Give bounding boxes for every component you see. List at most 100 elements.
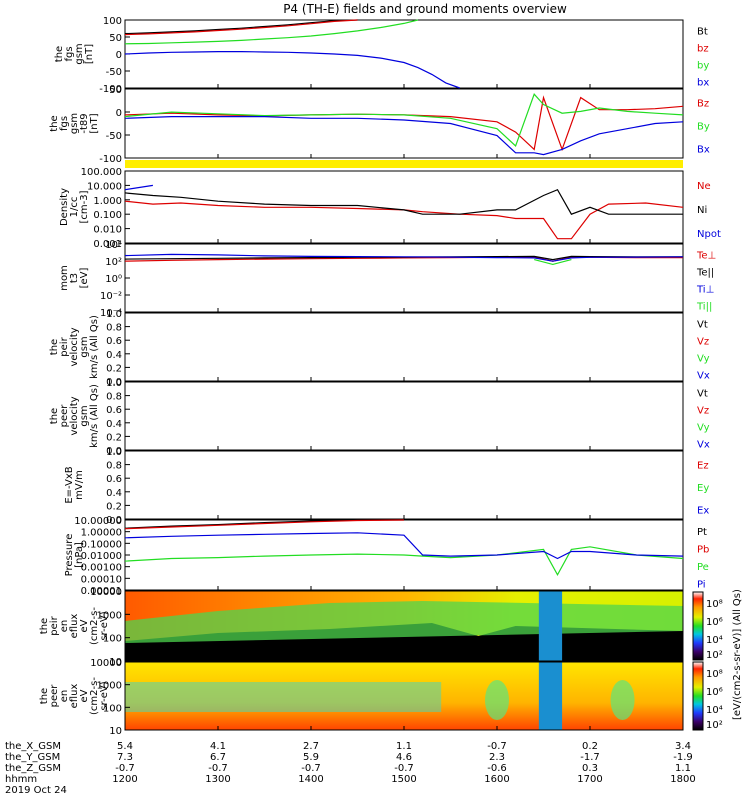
legend-Te⊥: Te⊥ [696,251,716,262]
ytick-label: 0.010 [93,225,122,236]
ytick-label: 100 [103,703,122,714]
xrow-value: 5.9 [303,752,319,763]
xrow-value: -0.7 [115,763,135,774]
spectrogram-blob-2 [610,680,635,720]
ytick-label: 100 [103,634,122,645]
ylabel-efield: E=-VxBmV/m [64,466,85,503]
xrow-value: -1.7 [580,752,600,763]
xrow-value: 4.1 [210,741,226,752]
ytick-label: -100 [99,154,122,165]
legend-Bx: Bx [697,145,710,156]
ytick-label: 0.8 [106,323,122,334]
ytick-label: 10⁰ [105,274,122,285]
ytick-label: 0 [116,50,122,61]
ylabel-peer-spectrogram: thepeerenefluxeV(cm2-s-sr-eV) [39,677,110,715]
legend-Npot: Npot [697,229,721,240]
xrow-name-the_Y_GSM: the_Y_GSM [5,752,60,763]
legend-Pe: Pe [697,562,709,573]
ytick-label: -50 [106,131,122,142]
legend-Ez: Ez [697,460,709,471]
xrow-value: 0.2 [582,741,598,752]
ytick-label: 10000 [90,587,122,598]
legend-Ti⊥: Ti⊥ [696,285,714,296]
xrow-value: 3.4 [675,741,691,752]
panel-frame [124,170,684,244]
ylabel-pressure: Pressure[nPa] [64,534,85,577]
ylabel-density: Density1/cc[cm-3] [59,188,90,226]
ytick-label: 1000 [97,610,122,621]
legend-Vt: Vt [697,389,708,400]
legend-Vy: Vy [697,423,710,434]
ytick-label: 1.0 [106,378,122,389]
series-bx [124,51,461,89]
spectrogram-cyan-band [125,682,442,712]
xrow-value: -0.7 [394,763,414,774]
ytick-label: 0.4 [106,419,122,430]
xrow-value: 1300 [205,774,230,785]
panel-efield: 1.0 0.8 0.6 0.4 0.2 0.0 E=-VxBmV/m Ez Ey Ex [64,447,709,526]
xrow-value: 2.7 [303,741,319,752]
legend-Pi: Pi [697,579,706,590]
spectrogram-gap [538,662,563,730]
panel-peer-velocity: 1.0 0.8 0.6 0.4 0.2 0.0 thepeervelocitygsmkm/s… [49,378,710,457]
panel-frame [124,88,684,159]
cbar-tick-1: 10⁸ [706,599,723,610]
legend-By: By [697,122,710,133]
cbar-tick-2: 10⁶ [706,617,723,628]
ytick-label: -100 [99,84,122,95]
spectrogram-blob-1 [485,680,509,720]
series-Ti|| [534,259,572,266]
ytick-label: 0.2 [106,501,122,512]
legend-Vz: Vz [697,337,709,348]
xrow-value: 0.3 [582,763,598,774]
ytick-label: 10.00000 [74,516,122,527]
ytick-label: 0 [116,108,122,119]
ytick-label: 0.2 [106,432,122,443]
panel-density: 100.000 10.000 1.000 0.100 0.010 0.001 Density… [59,167,721,250]
legend-Ex: Ex [697,506,709,517]
ytick-label: 1.000 [93,196,122,207]
legend-bx: bx [697,78,709,89]
colorbar-top [692,591,704,661]
xrow-value: -0.7 [487,741,507,752]
legend-Ni: Ni [697,205,707,216]
legend-Vz: Vz [697,406,709,417]
ylabel-temperature: momt3[eV] [59,265,90,291]
ytick-label: 0.6 [106,336,122,347]
series-By [124,93,684,147]
xrow-name-hhmm: hhmm [5,774,37,785]
cbar-tick-6: 10⁶ [706,687,723,698]
legend-Bz: Bz [697,99,709,110]
xrow-value: 5.4 [117,741,133,752]
ylabel-peir-velocity: thepeirvelocitygsmkm/s (All Qs) [49,315,100,379]
xrow-name-the_X_GSM: the_X_GSM [5,741,61,752]
series-bz [124,19,358,36]
status-bar [125,160,683,168]
legend-Bt: Bt [697,27,708,38]
xrow-value: -1.9 [673,752,693,763]
ytick-label: 50 [109,85,122,96]
x-axis-annotation: the_X_GSM 5.4 4.1 2.7 1.1 -0.7 0.2 3.4 the_Y_GSM… [5,741,696,796]
ytick-label: 10 [109,726,122,737]
ytick-label: 10⁴ [105,240,122,251]
xrow-value: 2.3 [489,752,505,763]
xrow-value: 1.1 [396,741,412,752]
legend-Vx: Vx [697,440,710,451]
cbar-tick-8: 10² [706,720,723,731]
xrow-value: 1800 [670,774,695,785]
series-Npot [124,184,153,191]
ytick-label: 0.8 [106,392,122,403]
ytick-label: 0.4 [106,488,122,499]
cbar-tick-7: 10⁴ [706,705,723,716]
cbar-tick-5: 10⁸ [706,669,723,680]
cbar-tick-3: 10⁴ [706,635,723,646]
ytick-label: 0.01000 [81,551,122,562]
ytick-label: 10⁻⁴ [100,308,122,319]
legend-Vy: Vy [697,354,710,365]
ytick-label: 0.00001 [81,586,122,597]
ytick-label: 10.000 [87,181,122,192]
ytick-label: 0.10000 [81,539,122,550]
panels-layer: 100 50 0 -50 -100 thefgsgsm[nT] Bt bz by bx 50 0 -50… [39,16,721,737]
panel-fgs: 100 50 0 -50 -100 thefgsgsm[nT] Bt bz by bx [54,16,709,95]
